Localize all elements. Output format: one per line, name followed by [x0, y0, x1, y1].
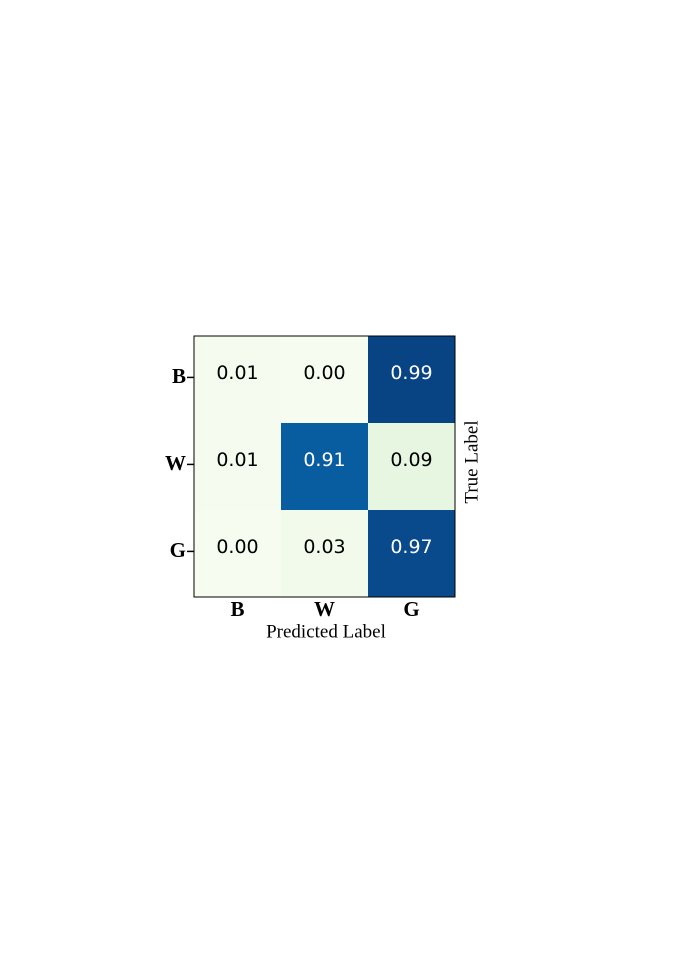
cell-label: 0.03: [303, 536, 345, 558]
y-tick-label: G: [170, 538, 186, 562]
heatmap-cell: [281, 336, 369, 424]
y-tick-label: B: [172, 364, 186, 388]
heatmap-cell: [194, 423, 282, 511]
y-axis-title: True Label: [461, 420, 482, 503]
x-axis-title: Predicted Label: [266, 621, 386, 642]
cell-label: 0.00: [303, 362, 345, 384]
cell-label: 0.97: [390, 536, 432, 558]
heatmap-cell: [368, 423, 456, 511]
x-tick-label: G: [403, 597, 419, 621]
cell-label: 0.09: [390, 449, 432, 471]
cell-label: 0.99: [390, 362, 432, 384]
heatmap-cell: [194, 336, 282, 424]
x-tick-label: B: [230, 597, 244, 621]
cell-label: 0.00: [216, 536, 258, 558]
heatmap-cell: [281, 510, 369, 598]
heatmap-cell: [194, 510, 282, 598]
cell-label: 0.01: [216, 362, 258, 384]
y-tick-label: W: [165, 451, 186, 475]
x-tick-label: W: [314, 597, 335, 621]
cell-label: 0.01: [216, 449, 258, 471]
cell-label: 0.91: [303, 449, 345, 471]
heatmap-cell: [368, 510, 456, 598]
heatmap-cell: [281, 423, 369, 511]
heatmap-cell: [368, 336, 456, 424]
plot-frame: [193, 335, 456, 598]
